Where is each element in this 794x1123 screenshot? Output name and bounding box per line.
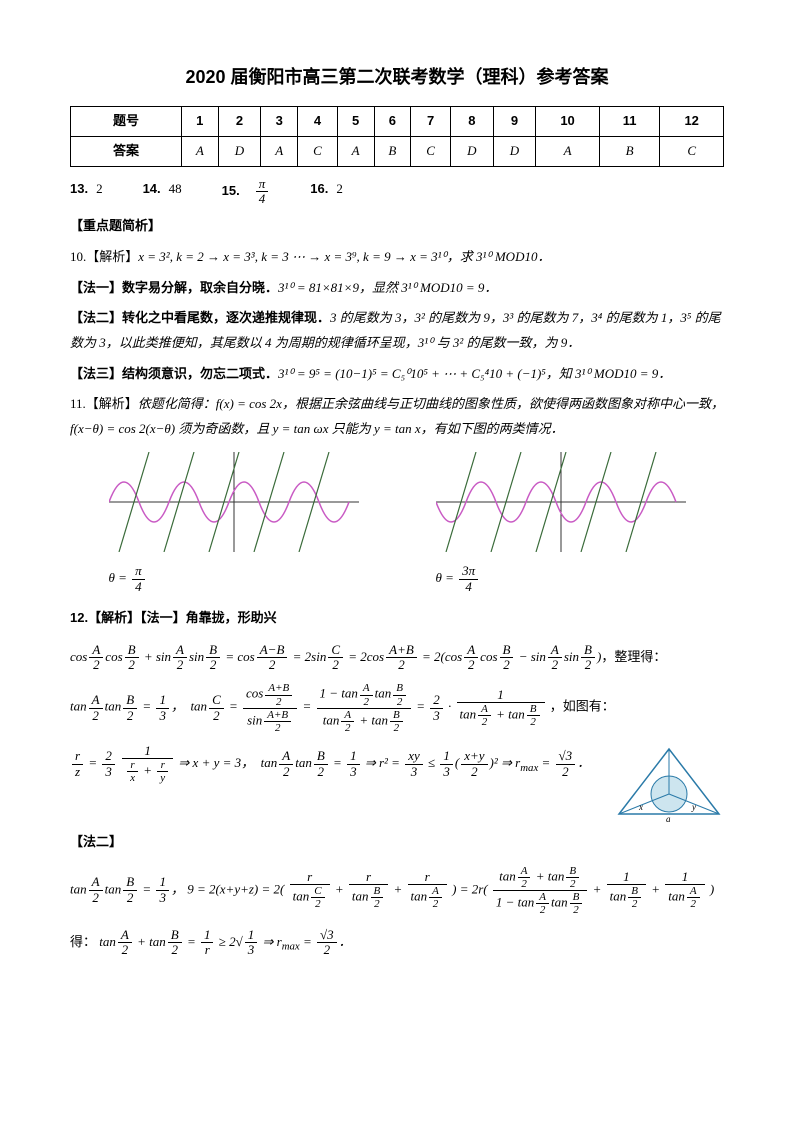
graph-left bbox=[109, 452, 359, 552]
q12-eq5: 得： tanA2 + tanB2 = 1r ≥ 2√13 ⇒ rmax = √3… bbox=[70, 926, 724, 961]
page-title: 2020 届衡阳市高三第二次联考数学（理科）参考答案 bbox=[70, 60, 724, 94]
q12-header: 12.【解析】【法一】角靠拢，形助兴 bbox=[70, 606, 724, 631]
row-header: 答案 bbox=[71, 136, 182, 166]
svg-text:y: y bbox=[691, 802, 696, 812]
answer-table: 题号 1 2 3 4 5 6 7 8 9 10 11 12 答案 A D A C… bbox=[70, 106, 724, 166]
q10-block: 10.【解析】x = 3², k = 2 → x = 3³, k = 3 ⋯ →… bbox=[70, 245, 724, 270]
svg-text:x: x bbox=[638, 802, 643, 812]
triangle-figure: a x y bbox=[614, 744, 724, 824]
q12-eq2: tanA2tanB2 = 13， tanC2 = cosA+B2sinA+B2 … bbox=[70, 682, 724, 733]
graph-right bbox=[436, 452, 686, 552]
q11-block: 11.【解析】依题化简得：f(x) = cos 2x，根据正余弦曲线与正切曲线的… bbox=[70, 392, 724, 441]
q12-eq4: tanA2tanB2 = 13， 9 = 2(x+y+z) = 2( rtanC… bbox=[70, 865, 724, 916]
table-row: 题号 1 2 3 4 5 6 7 8 9 10 11 12 bbox=[71, 107, 724, 137]
svg-text:a: a bbox=[666, 814, 671, 824]
fill-blank-row: 13.2 14.48 15.π4 16.2 bbox=[70, 177, 724, 207]
row-header: 题号 bbox=[71, 107, 182, 137]
table-row: 答案 A D A C A B C D D A B C bbox=[71, 136, 724, 166]
q12-eq1: cosA2cosB2 + sinA2sinB2 = cosA−B2 = 2sin… bbox=[70, 641, 724, 673]
graph-row: θ = π4 θ = 3π4 bbox=[70, 452, 724, 594]
q12-method2-header: 【法二】 bbox=[70, 830, 724, 855]
section-header: 【重点题简析】 bbox=[70, 214, 724, 239]
